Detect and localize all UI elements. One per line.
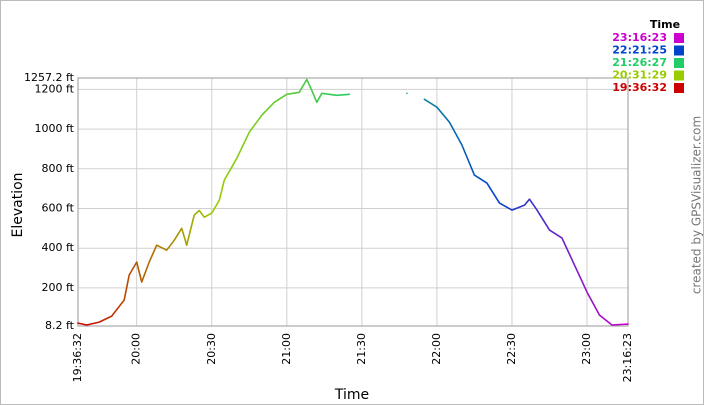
legend-swatch xyxy=(674,33,684,43)
x-tick-label: 20:30 xyxy=(205,333,218,365)
y-tick-label: 1257.2 ft xyxy=(24,71,75,84)
legend-title: Time xyxy=(650,18,680,31)
x-tick-label: 21:30 xyxy=(355,333,368,365)
legend-swatch xyxy=(674,83,684,93)
y-tick-label: 200 ft xyxy=(42,281,75,294)
y-tick-label: 8.2 ft xyxy=(45,319,75,332)
plot-border xyxy=(77,77,629,327)
legend-label: 21:26:27 xyxy=(612,56,667,69)
y-tick-label: 1000 ft xyxy=(35,122,75,135)
legend-label: 19:36:32 xyxy=(612,81,667,94)
y-tick-label: 800 ft xyxy=(42,162,75,175)
x-tick-label: 23:16:23 xyxy=(621,333,634,382)
x-axis-label: Time xyxy=(334,387,369,403)
x-tick-label: 20:00 xyxy=(130,333,143,365)
x-tick-label: 21:00 xyxy=(280,333,293,365)
legend-swatch xyxy=(674,70,684,81)
legend-label: 22:21:25 xyxy=(612,44,667,57)
x-tick-label: 19:36:32 xyxy=(71,333,84,382)
credit: created by GPSVisualizer.com xyxy=(690,116,704,294)
y-axis-label: Elevation xyxy=(10,172,26,237)
y-tick-label: 1200 ft xyxy=(35,82,75,95)
x-tick-label: 22:00 xyxy=(430,333,443,365)
legend-label: 20:31:29 xyxy=(612,69,667,82)
legend-label: 23:16:23 xyxy=(612,31,667,44)
y-tick-label: 600 ft xyxy=(42,201,75,214)
x-tick-label: 23:00 xyxy=(580,333,593,365)
elevation-line xyxy=(77,78,629,326)
legend-swatch xyxy=(674,45,684,56)
legend-swatch xyxy=(674,58,684,68)
x-tick-label: 22:30 xyxy=(505,333,518,365)
y-tick-label: 400 ft xyxy=(42,241,75,254)
